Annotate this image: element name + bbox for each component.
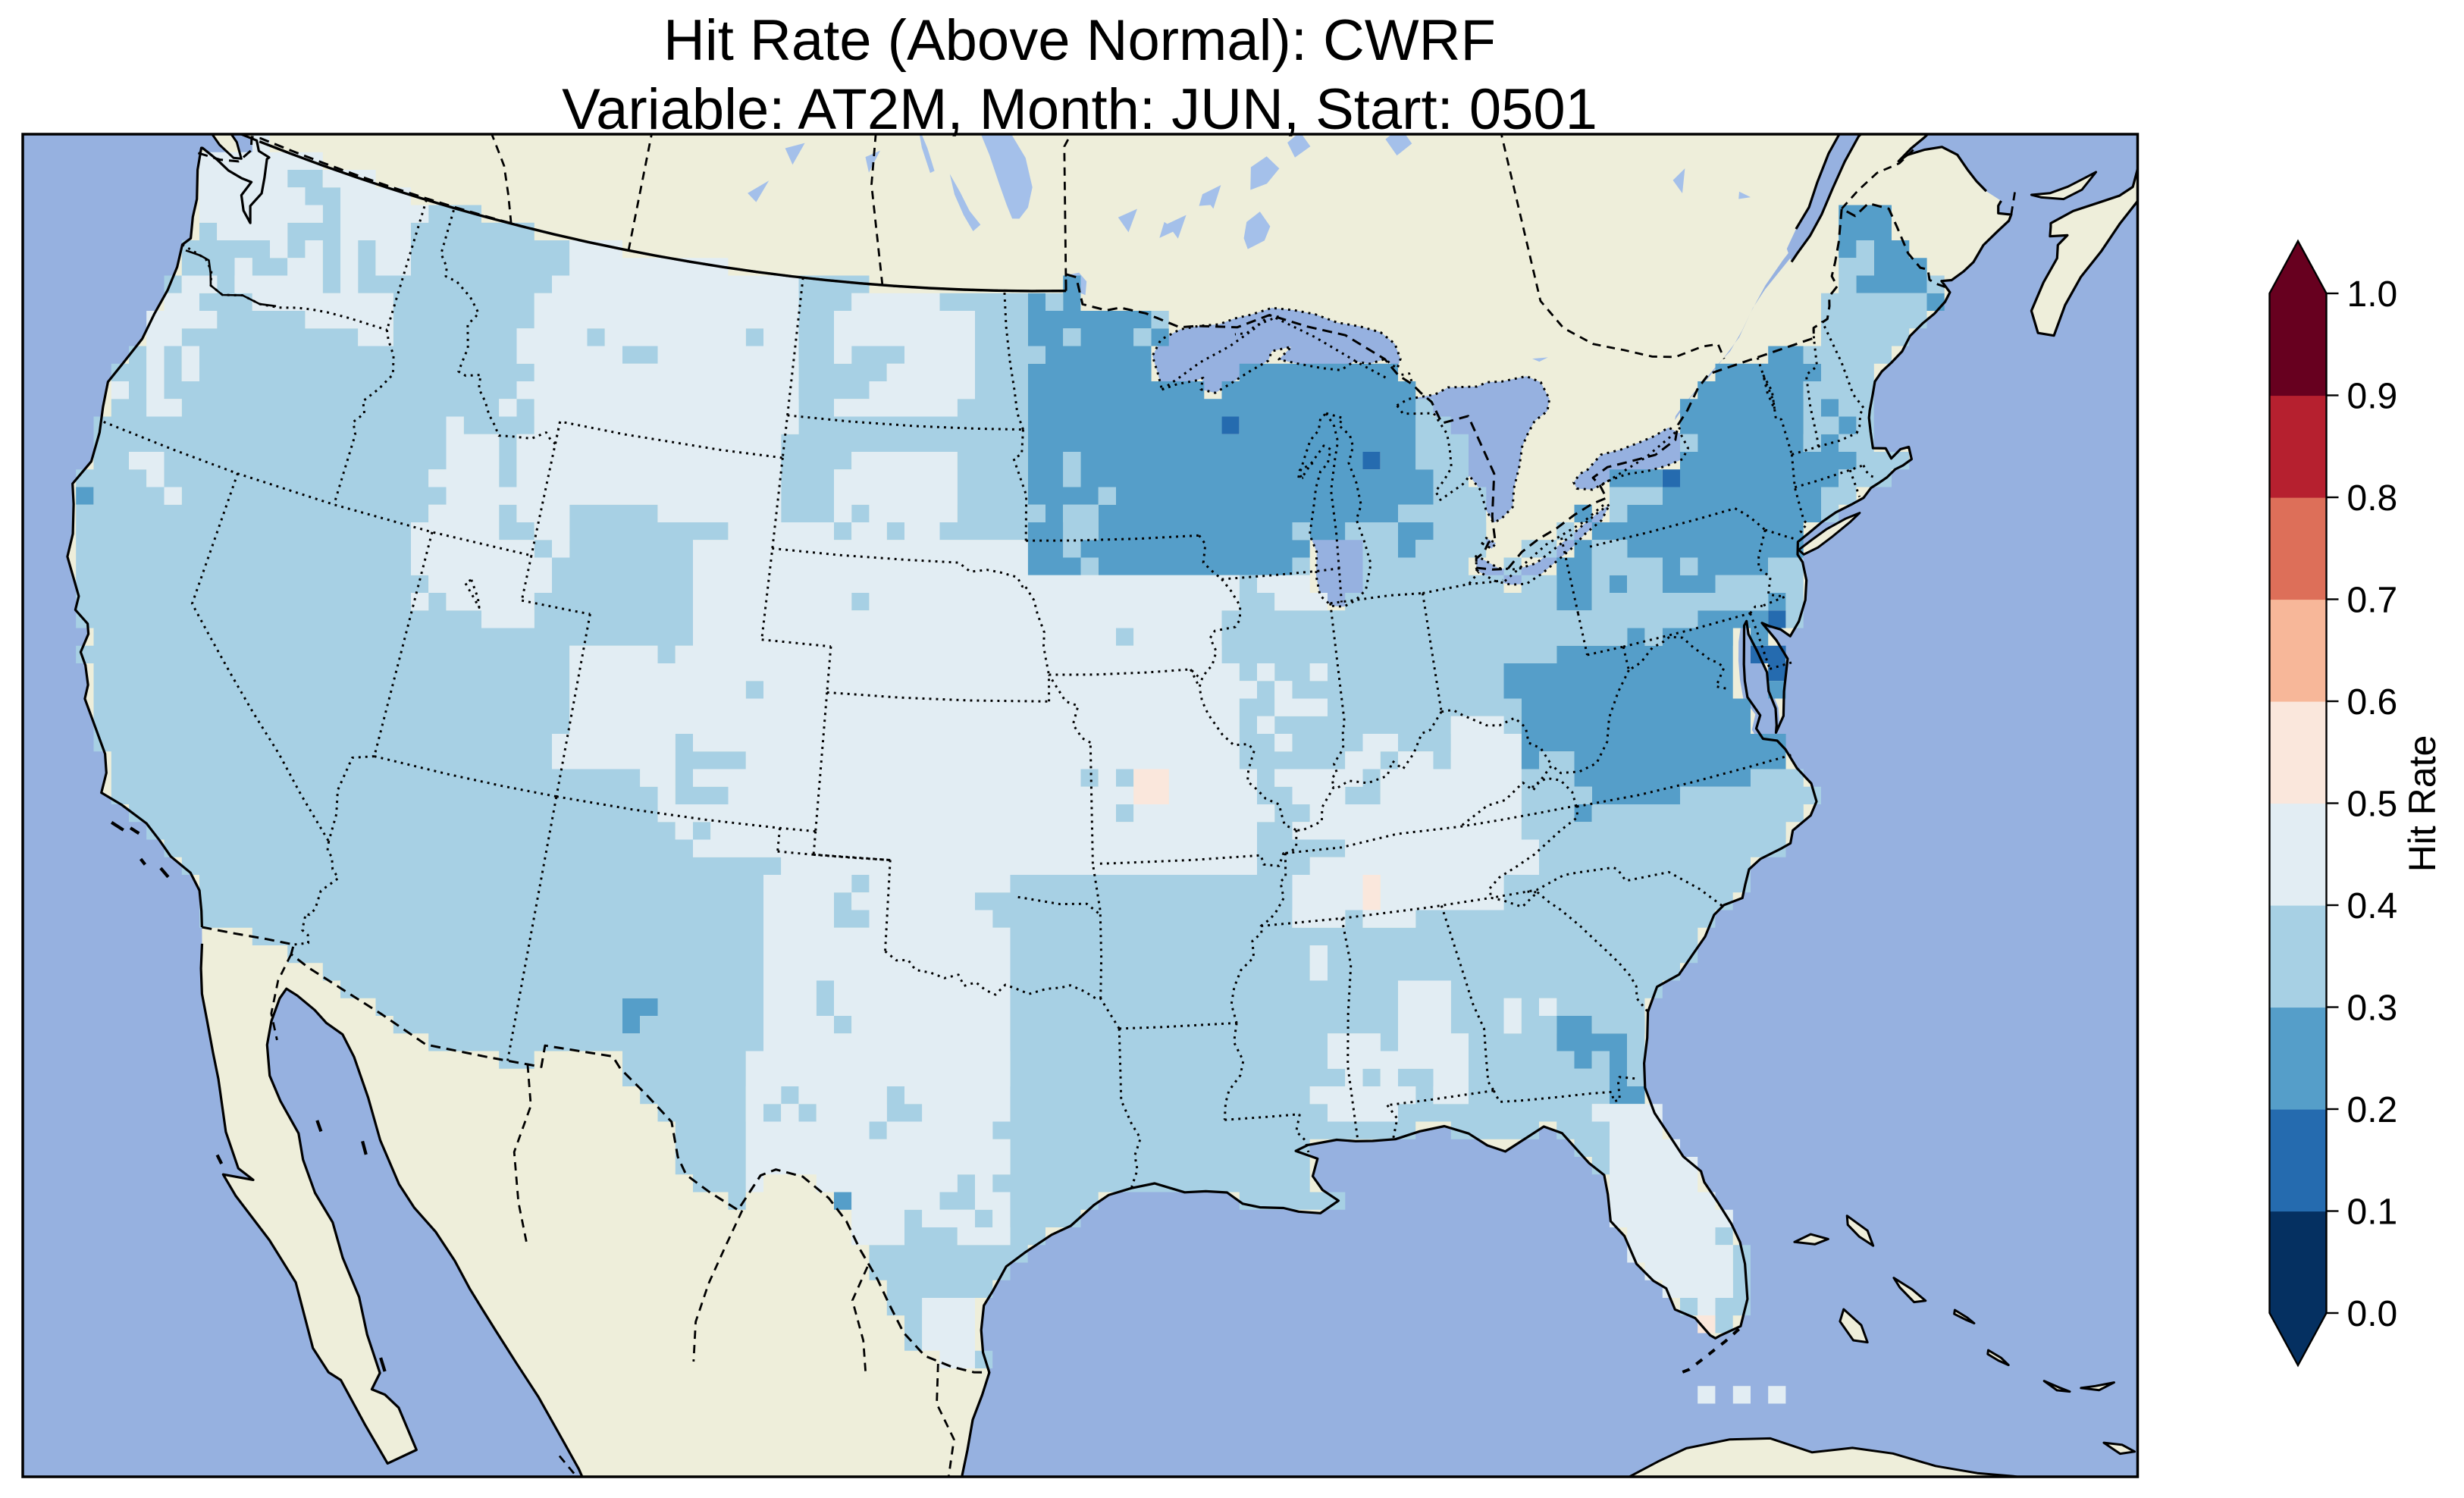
svg-text:0.8: 0.8 [2347,478,2398,519]
svg-text:0.1: 0.1 [2347,1192,2398,1233]
svg-text:0.0: 0.0 [2347,1294,2398,1334]
svg-text:Hit Rate: Hit Rate [2401,735,2444,873]
svg-text:1.0: 1.0 [2347,274,2398,315]
svg-text:Hit Rate (Above Normal): CWRF: Hit Rate (Above Normal): CWRF [663,8,1496,73]
svg-text:0.4: 0.4 [2347,886,2398,926]
svg-text:Variable: AT2M, Month: JUN, St: Variable: AT2M, Month: JUN, Start: 0501 [562,77,1597,142]
svg-text:0.7: 0.7 [2347,581,2398,621]
svg-text:0.2: 0.2 [2347,1090,2398,1130]
svg-text:0.5: 0.5 [2347,785,2398,825]
svg-text:0.6: 0.6 [2347,682,2398,722]
svg-text:0.3: 0.3 [2347,989,2398,1029]
svg-text:0.9: 0.9 [2347,377,2398,417]
